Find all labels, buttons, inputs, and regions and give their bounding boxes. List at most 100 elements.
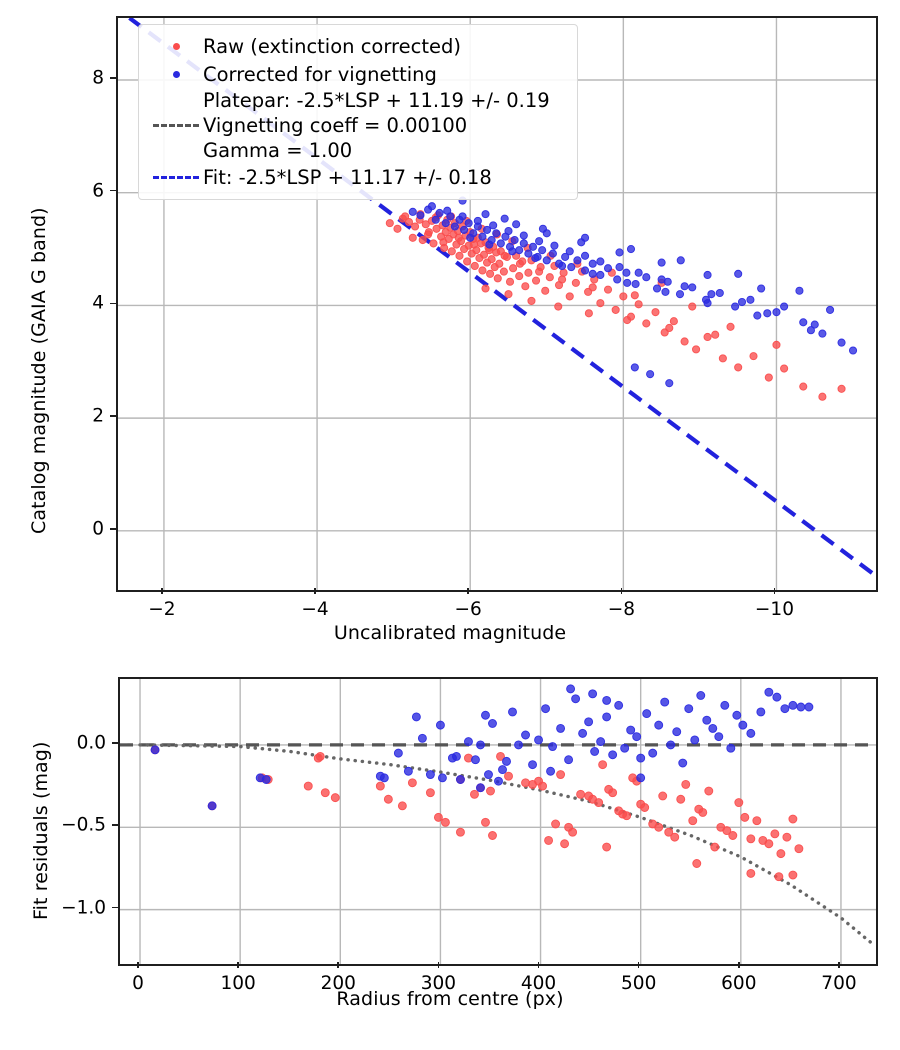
data-point bbox=[464, 737, 473, 747]
data-point bbox=[707, 290, 716, 299]
data-point bbox=[818, 392, 827, 401]
xtick-label-bottom-7: 700 bbox=[821, 973, 857, 994]
ytick-mark-top-2 bbox=[110, 302, 116, 305]
data-point bbox=[564, 755, 574, 765]
data-point bbox=[688, 283, 697, 292]
data-point bbox=[619, 292, 628, 301]
data-point bbox=[710, 842, 720, 852]
data-point bbox=[626, 245, 636, 254]
data-point bbox=[560, 839, 570, 849]
data-point bbox=[538, 224, 547, 233]
data-point bbox=[608, 750, 618, 760]
scatter-series bbox=[150, 684, 814, 811]
ytick-label-bottom-1: −0.5 bbox=[61, 814, 106, 836]
data-point bbox=[780, 302, 789, 311]
data-point bbox=[510, 235, 519, 245]
data-point bbox=[509, 264, 518, 273]
data-point bbox=[567, 263, 576, 272]
data-point bbox=[451, 751, 461, 761]
data-point bbox=[425, 770, 435, 779]
data-point bbox=[485, 240, 494, 249]
data-point bbox=[528, 760, 537, 770]
data-point bbox=[664, 827, 674, 837]
data-point bbox=[505, 277, 515, 286]
data-point bbox=[534, 735, 544, 745]
data-point bbox=[715, 288, 724, 298]
data-point bbox=[848, 346, 858, 355]
data-point bbox=[596, 299, 605, 308]
data-point bbox=[498, 765, 507, 775]
data-point bbox=[500, 214, 509, 223]
scatter-series bbox=[408, 196, 858, 388]
data-point bbox=[397, 801, 407, 811]
data-point bbox=[508, 707, 517, 717]
data-point bbox=[837, 338, 846, 347]
data-point bbox=[608, 788, 618, 798]
data-point bbox=[704, 786, 714, 796]
photometric-calibration-plot: Raw (extinction corrected) Corrected for… bbox=[116, 16, 878, 592]
data-point bbox=[613, 275, 622, 284]
data-point bbox=[487, 255, 496, 264]
data-point bbox=[636, 753, 646, 763]
data-point bbox=[538, 781, 548, 791]
xtick-mark-bottom-0 bbox=[137, 962, 139, 968]
data-point bbox=[726, 322, 735, 331]
data-point bbox=[435, 208, 444, 218]
data-point bbox=[542, 256, 551, 265]
data-point bbox=[551, 819, 561, 829]
data-point bbox=[417, 733, 427, 743]
data-point bbox=[596, 737, 606, 747]
data-point bbox=[642, 709, 652, 719]
data-point bbox=[439, 238, 448, 247]
data-point bbox=[411, 712, 421, 722]
data-point bbox=[407, 778, 417, 788]
data-point bbox=[746, 295, 755, 304]
data-point bbox=[482, 225, 492, 234]
data-point bbox=[611, 305, 620, 314]
data-point bbox=[469, 240, 479, 249]
ytick-mark-bottom-2 bbox=[112, 906, 118, 909]
data-point bbox=[535, 237, 544, 246]
data-point bbox=[714, 732, 724, 742]
data-point bbox=[437, 773, 447, 783]
data-point bbox=[556, 723, 566, 733]
data-point bbox=[492, 229, 501, 238]
ytick-mark-top-1 bbox=[110, 415, 116, 417]
data-point bbox=[473, 216, 482, 225]
data-point bbox=[788, 814, 798, 824]
data-point bbox=[418, 235, 427, 245]
data-point bbox=[676, 794, 686, 804]
data-point bbox=[545, 273, 554, 282]
data-point bbox=[499, 267, 508, 276]
ytick-label-top-4: 8 bbox=[92, 67, 104, 89]
legend-dash-fit bbox=[149, 175, 203, 179]
data-point bbox=[622, 268, 631, 277]
data-point bbox=[315, 751, 325, 761]
data-point bbox=[669, 317, 678, 326]
data-point bbox=[634, 268, 643, 277]
data-point bbox=[504, 226, 513, 236]
data-point bbox=[538, 246, 547, 255]
legend-label-raw: Raw (extinction corrected) bbox=[203, 34, 461, 58]
data-point bbox=[794, 844, 804, 854]
data-point bbox=[471, 755, 480, 765]
data-point bbox=[584, 309, 593, 318]
data-point bbox=[576, 789, 586, 799]
data-point bbox=[630, 291, 639, 300]
data-point bbox=[620, 743, 630, 753]
xtick-label-bottom-0: 0 bbox=[132, 973, 144, 994]
data-point bbox=[495, 259, 504, 268]
xtick-mark-bottom-4 bbox=[537, 962, 540, 968]
ytick-mark-bottom-0 bbox=[112, 742, 118, 744]
data-point bbox=[631, 279, 640, 289]
data-point bbox=[565, 292, 574, 301]
data-point bbox=[718, 354, 727, 363]
data-point bbox=[666, 740, 676, 750]
data-point bbox=[774, 872, 784, 882]
data-point bbox=[588, 689, 598, 699]
data-point bbox=[470, 789, 479, 799]
data-point bbox=[772, 340, 781, 349]
data-point bbox=[581, 233, 590, 242]
data-point bbox=[504, 771, 513, 781]
xtick-mark-bottom-7 bbox=[838, 962, 840, 968]
